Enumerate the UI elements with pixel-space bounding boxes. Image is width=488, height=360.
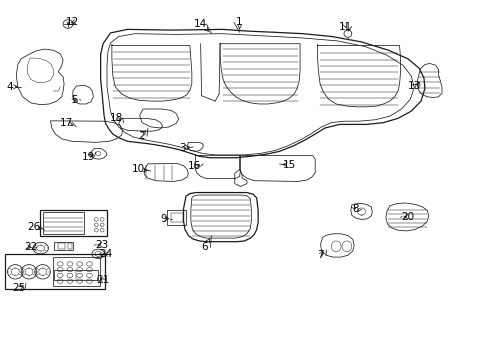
Text: 5: 5 — [71, 95, 78, 105]
Text: 1: 1 — [236, 17, 243, 27]
Text: 22: 22 — [24, 242, 38, 252]
Text: 7: 7 — [316, 250, 323, 260]
Text: 21: 21 — [96, 275, 109, 285]
Text: 3: 3 — [179, 143, 185, 153]
Text: 2: 2 — [138, 131, 144, 141]
Text: 8: 8 — [352, 204, 358, 215]
Text: 19: 19 — [81, 152, 95, 162]
Text: 12: 12 — [66, 17, 80, 27]
Text: 4: 4 — [6, 82, 13, 92]
Text: 16: 16 — [188, 161, 201, 171]
Text: 17: 17 — [60, 118, 73, 128]
Text: 25: 25 — [13, 283, 26, 293]
Text: 9: 9 — [161, 214, 167, 224]
Text: 13: 13 — [407, 81, 420, 91]
Text: 10: 10 — [131, 164, 144, 174]
Text: 24: 24 — [99, 249, 112, 259]
Text: 18: 18 — [110, 113, 123, 123]
Text: 14: 14 — [194, 19, 207, 29]
Text: 6: 6 — [201, 242, 207, 252]
Text: 20: 20 — [401, 212, 413, 221]
Text: 15: 15 — [282, 160, 295, 170]
Text: 26: 26 — [27, 222, 41, 231]
Text: 11: 11 — [339, 22, 352, 32]
Text: 23: 23 — [95, 239, 108, 249]
